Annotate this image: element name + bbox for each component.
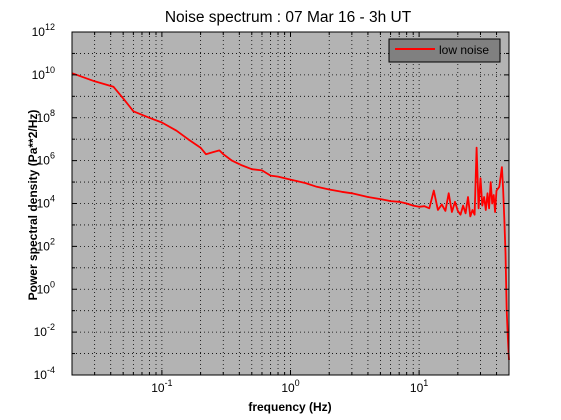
y-tick-label: 106 <box>37 151 55 168</box>
y-tick-label: 10-2 <box>34 322 55 339</box>
x-tick-label: 100 <box>281 378 299 395</box>
series-line-layer <box>71 72 510 361</box>
x-tick-labels: 10-1 100 101 <box>151 378 428 395</box>
y-axis-label: Power spectral density (Pa**2/Hz) <box>26 110 40 301</box>
legend-entry-low-noise: low noise <box>439 43 489 57</box>
series-line-low-noise <box>71 72 510 361</box>
y-tick-label: 100 <box>37 279 55 296</box>
y-tick-label: 104 <box>37 194 55 211</box>
x-tick-label: 101 <box>410 378 428 395</box>
y-tick-labels: 10-4 10-2 100 102 104 106 108 1010 1012 <box>32 22 55 382</box>
x-axis-label: frequency (Hz) <box>248 400 331 414</box>
y-tick-label: 102 <box>37 236 55 253</box>
y-tick-label: 1012 <box>32 22 55 39</box>
tick-marks <box>72 32 509 375</box>
chart-title: Noise spectrum : 07 Mar 16 - 3h UT <box>165 9 412 26</box>
y-tick-label: 1010 <box>32 65 55 82</box>
plot-area <box>72 32 509 375</box>
legend: low noise <box>388 38 501 63</box>
legend-box <box>388 38 501 63</box>
y-tick-label: 108 <box>37 108 55 125</box>
x-tick-label: 10-1 <box>151 378 172 395</box>
y-tick-label: 10-4 <box>34 365 55 382</box>
